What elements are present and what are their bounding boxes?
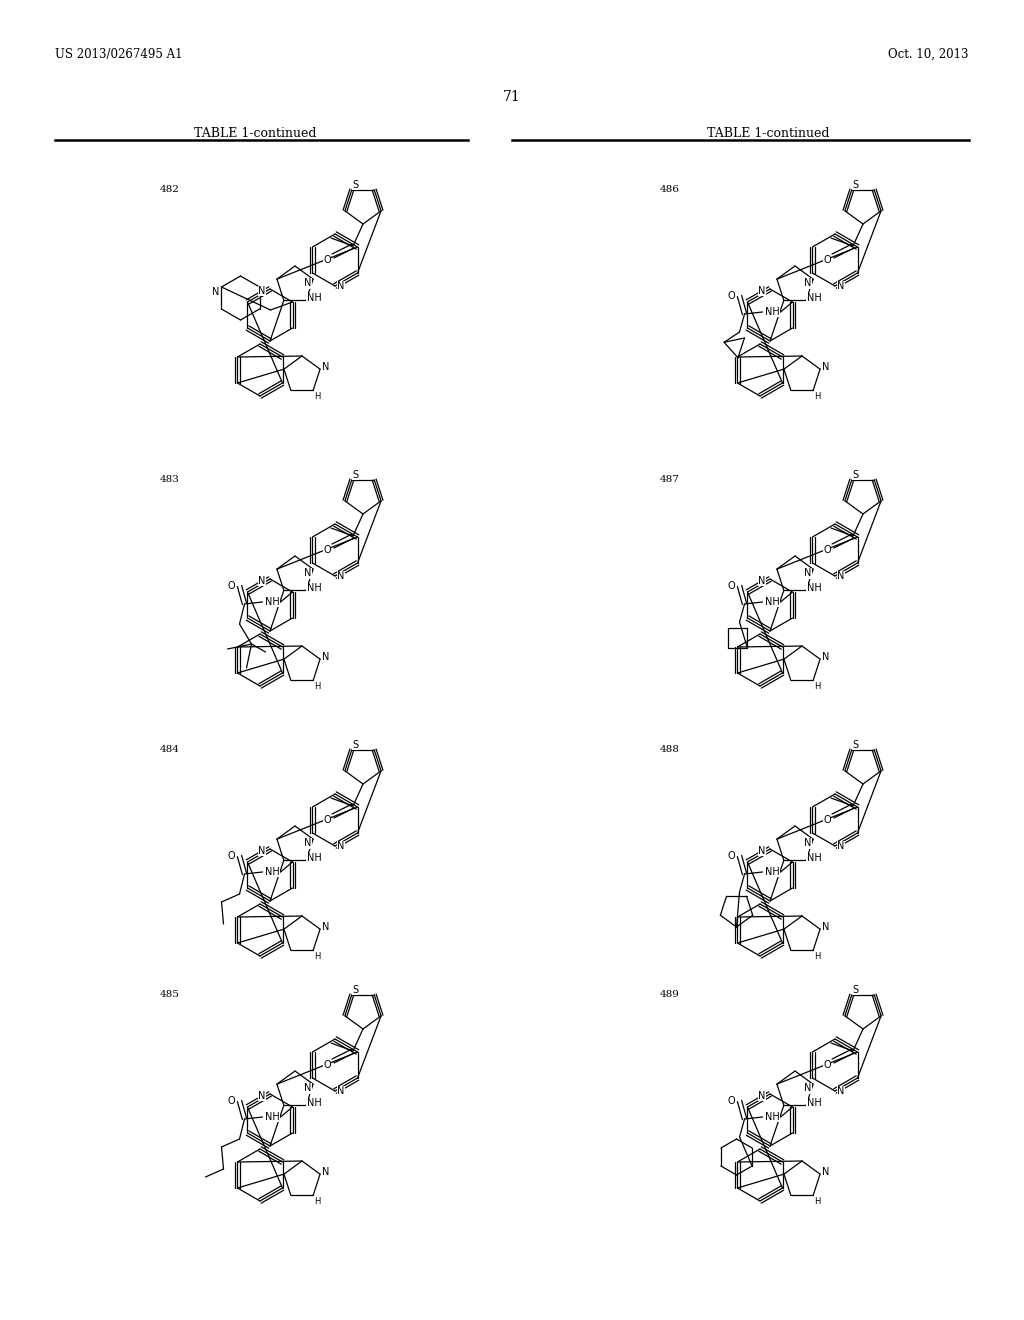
Text: N: N bbox=[759, 846, 766, 855]
Text: H: H bbox=[814, 392, 820, 401]
Text: S: S bbox=[853, 985, 859, 995]
Text: N: N bbox=[337, 841, 345, 851]
Text: 487: 487 bbox=[660, 475, 680, 484]
Text: O: O bbox=[728, 1096, 735, 1106]
Text: N: N bbox=[838, 841, 845, 851]
Text: H: H bbox=[814, 1197, 820, 1206]
Text: NH: NH bbox=[265, 597, 280, 607]
Text: N: N bbox=[759, 1092, 766, 1101]
Text: N: N bbox=[838, 281, 845, 290]
Text: NH: NH bbox=[765, 867, 780, 876]
Text: N: N bbox=[258, 576, 265, 586]
Text: N: N bbox=[323, 923, 330, 932]
Text: N: N bbox=[258, 1092, 265, 1101]
Text: 482: 482 bbox=[160, 185, 180, 194]
Text: N: N bbox=[822, 923, 829, 932]
Text: O: O bbox=[728, 290, 735, 301]
Text: H: H bbox=[314, 952, 321, 961]
Text: N: N bbox=[805, 838, 812, 849]
Text: H: H bbox=[314, 1197, 321, 1206]
Text: N: N bbox=[822, 652, 829, 663]
Text: NH: NH bbox=[307, 583, 322, 594]
Text: NH: NH bbox=[307, 293, 322, 304]
Text: H: H bbox=[314, 392, 321, 401]
Text: N: N bbox=[212, 286, 219, 297]
Text: H: H bbox=[814, 682, 820, 690]
Text: O: O bbox=[823, 545, 830, 554]
Text: N: N bbox=[822, 1167, 829, 1177]
Text: N: N bbox=[805, 1084, 812, 1093]
Text: O: O bbox=[823, 255, 830, 265]
Text: O: O bbox=[324, 1060, 331, 1071]
Text: Oct. 10, 2013: Oct. 10, 2013 bbox=[889, 48, 969, 61]
Text: 489: 489 bbox=[660, 990, 680, 999]
Text: NH: NH bbox=[807, 1098, 821, 1109]
Text: S: S bbox=[853, 180, 859, 190]
Text: 486: 486 bbox=[660, 185, 680, 194]
Text: 483: 483 bbox=[160, 475, 180, 484]
Text: S: S bbox=[353, 985, 358, 995]
Text: N: N bbox=[805, 279, 812, 288]
Text: N: N bbox=[337, 572, 345, 581]
Text: NH: NH bbox=[807, 293, 821, 304]
Text: S: S bbox=[353, 180, 358, 190]
Text: H: H bbox=[314, 682, 321, 690]
Text: NH: NH bbox=[307, 1098, 322, 1109]
Text: 488: 488 bbox=[660, 744, 680, 754]
Text: O: O bbox=[227, 581, 236, 591]
Text: NH: NH bbox=[265, 1111, 280, 1122]
Text: S: S bbox=[353, 739, 358, 750]
Text: N: N bbox=[258, 286, 265, 296]
Text: NH: NH bbox=[307, 853, 322, 863]
Text: O: O bbox=[823, 814, 830, 825]
Text: NH: NH bbox=[265, 867, 280, 876]
Text: TABLE 1-continued: TABLE 1-continued bbox=[194, 127, 316, 140]
Text: NH: NH bbox=[765, 1111, 780, 1122]
Text: US 2013/0267495 A1: US 2013/0267495 A1 bbox=[55, 48, 182, 61]
Text: N: N bbox=[304, 279, 311, 288]
Text: 71: 71 bbox=[503, 90, 521, 104]
Text: NH: NH bbox=[765, 308, 780, 317]
Text: O: O bbox=[227, 851, 236, 861]
Text: N: N bbox=[304, 838, 311, 849]
Text: N: N bbox=[838, 1086, 845, 1096]
Text: TABLE 1-continued: TABLE 1-continued bbox=[707, 127, 829, 140]
Text: N: N bbox=[822, 362, 829, 372]
Text: N: N bbox=[805, 568, 812, 578]
Text: O: O bbox=[728, 581, 735, 591]
Text: O: O bbox=[728, 851, 735, 861]
Text: O: O bbox=[324, 255, 331, 265]
Text: O: O bbox=[227, 1096, 236, 1106]
Text: N: N bbox=[337, 1086, 345, 1096]
Text: NH: NH bbox=[807, 583, 821, 594]
Text: 484: 484 bbox=[160, 744, 180, 754]
Text: N: N bbox=[304, 1084, 311, 1093]
Text: 485: 485 bbox=[160, 990, 180, 999]
Text: O: O bbox=[324, 814, 331, 825]
Text: S: S bbox=[853, 470, 859, 479]
Text: S: S bbox=[353, 470, 358, 479]
Text: O: O bbox=[823, 1060, 830, 1071]
Text: N: N bbox=[759, 286, 766, 296]
Text: N: N bbox=[323, 362, 330, 372]
Text: O: O bbox=[324, 545, 331, 554]
Text: NH: NH bbox=[807, 853, 821, 863]
Text: N: N bbox=[323, 1167, 330, 1177]
Text: N: N bbox=[323, 652, 330, 663]
Text: NH: NH bbox=[765, 597, 780, 607]
Text: S: S bbox=[853, 739, 859, 750]
Text: N: N bbox=[304, 568, 311, 578]
Text: N: N bbox=[258, 846, 265, 855]
Text: N: N bbox=[337, 281, 345, 290]
Text: H: H bbox=[814, 952, 820, 961]
Text: N: N bbox=[759, 576, 766, 586]
Text: N: N bbox=[838, 572, 845, 581]
